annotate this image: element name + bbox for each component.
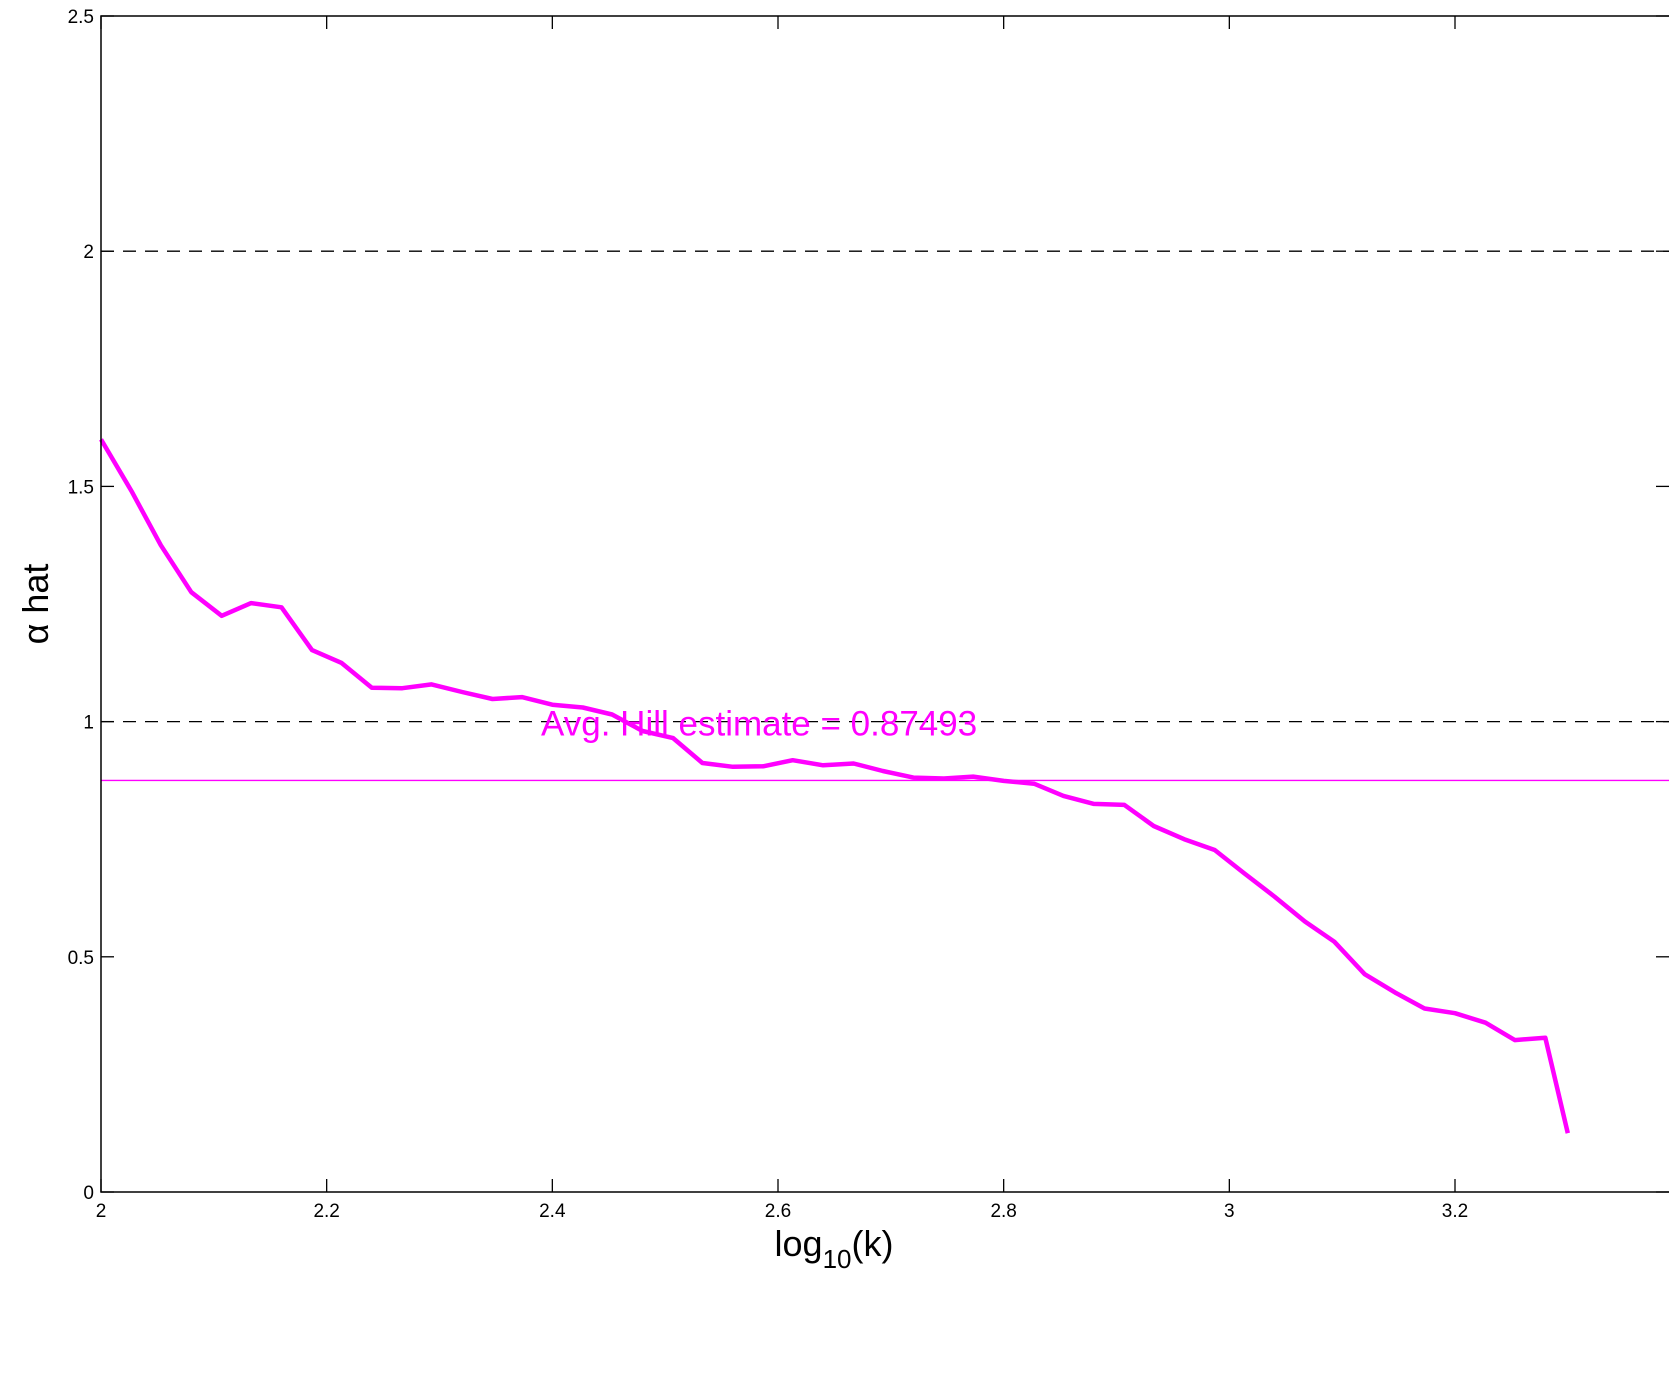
x-axis-title: log10(k) [775, 1223, 894, 1274]
plot-frame [100, 15, 1669, 1193]
average-annotation: Avg. Hill estimate = 0.87493 [541, 705, 977, 744]
x-axis-title-base: log [775, 1223, 823, 1264]
y-axis-ticks: 0 0.5 1 1.5 2 2.5 [68, 7, 1669, 1204]
annotation-group: Avg. Hill estimate = 0.87493 [541, 705, 977, 744]
x-axis-title-subscript: 10 [823, 1244, 852, 1274]
y-tick-label: 1.5 [68, 477, 94, 498]
x-axis-ticks: 2 2.2 2.4 2.6 2.8 3 3.2 [96, 16, 1468, 1222]
series-line-0 [99, 438, 1570, 1134]
x-tick-label: 2.8 [990, 1201, 1016, 1222]
x-tick-label: 2.6 [765, 1201, 791, 1222]
y-tick-label: 0 [83, 1183, 94, 1204]
series-group [99, 438, 1570, 1134]
y-tick-label: 2 [83, 242, 94, 263]
y-tick-label: 2.5 [68, 7, 94, 28]
x-tick-label: 2 [96, 1201, 107, 1222]
y-axis-title: α hat [15, 564, 56, 645]
reference-lines [101, 250, 1669, 723]
x-tick-label: 2.2 [313, 1201, 339, 1222]
y-tick-label: 0.5 [68, 948, 94, 969]
x-tick-label: 2.4 [539, 1201, 566, 1222]
x-tick-label: 3.2 [1442, 1201, 1468, 1222]
x-axis-title-suffix: (k) [851, 1223, 893, 1264]
x-tick-label: 3 [1224, 1201, 1235, 1222]
axes [100, 15, 1669, 1193]
y-tick-label: 1 [83, 713, 94, 734]
